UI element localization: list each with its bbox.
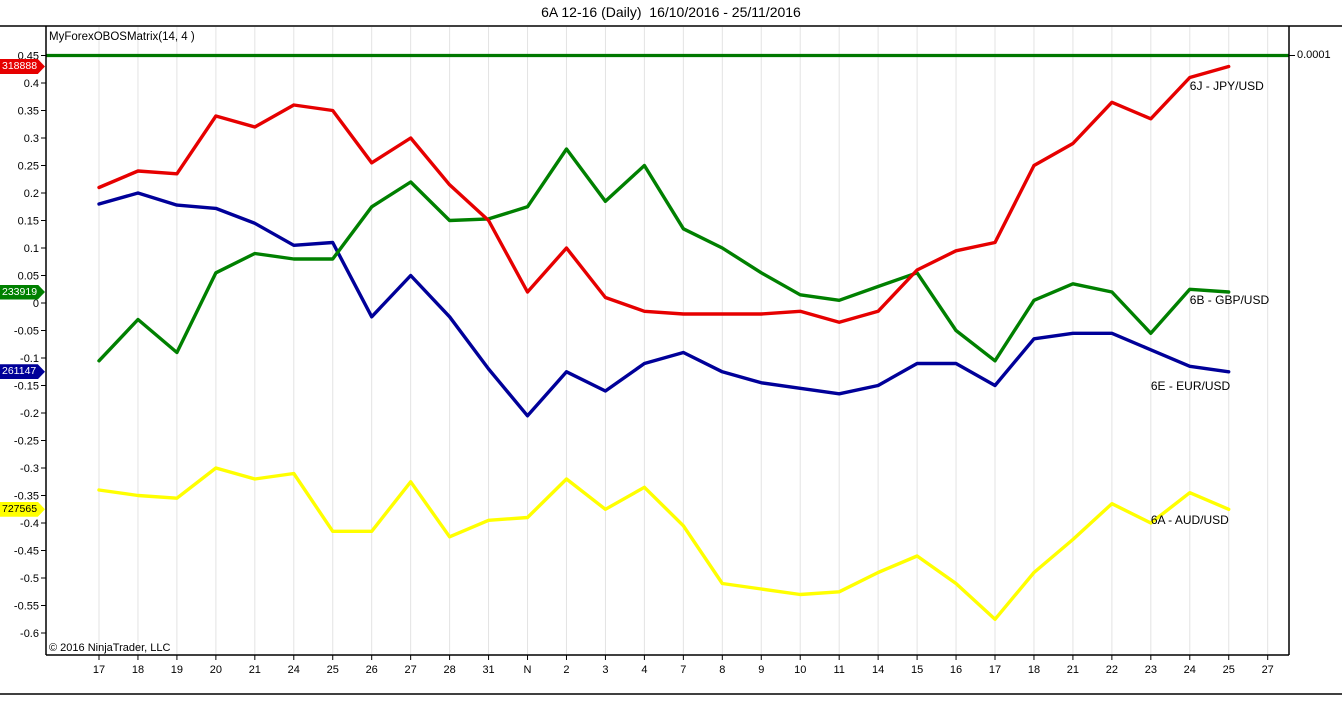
x-axis-tick-label: 18: [132, 664, 144, 676]
x-axis-tick-label: 10: [794, 664, 806, 676]
y-axis-tick-label: 0.3: [24, 133, 39, 145]
y-axis-tick-label: -0.2: [20, 408, 39, 420]
x-axis-tick-label: 25: [1223, 664, 1235, 676]
y-axis-tick-label: -0.1: [20, 353, 39, 365]
y-axis-tick-label: -0.25: [14, 436, 39, 448]
x-axis-tick-label: 24: [288, 664, 300, 676]
y-axis-tick-label: -0.15: [14, 381, 39, 393]
x-axis-tick-label: 22: [1106, 664, 1118, 676]
copyright-label: © 2016 NinjaTrader, LLC: [49, 642, 171, 654]
price-marker-6a: 727565: [0, 501, 45, 517]
x-axis-tick-label: 20: [210, 664, 222, 676]
plot-surface[interactable]: [46, 26, 1289, 655]
x-axis-tick-label: 24: [1184, 664, 1196, 676]
series-line-6e: [97, 191, 1231, 418]
chart-title: 6A 12-16 (Daily) 16/10/2016 - 25/11/2016: [541, 4, 801, 20]
price-axis-right[interactable]: [1289, 26, 1342, 655]
price-marker-6e: 261147: [0, 364, 45, 380]
price-axis-left[interactable]: [0, 26, 46, 655]
y-axis-tick-label: -0.6: [20, 628, 39, 640]
x-axis-tick-label: 25: [327, 664, 339, 676]
y-axis-tick-label: -0.4: [20, 518, 39, 530]
y-axis-tick-label: -0.55: [14, 601, 39, 613]
series-label-6b: 6B - GBP/USD: [1189, 293, 1270, 308]
y-axis-tick-label: -0.35: [14, 491, 39, 503]
x-axis-tick-label: 4: [641, 664, 647, 676]
x-axis-tick-label: 7: [680, 664, 686, 676]
x-axis-tick-label: 26: [366, 664, 378, 676]
x-axis-tick-label: 23: [1145, 664, 1157, 676]
right-axis-top-label: 0.0001: [1297, 48, 1331, 61]
x-axis-tick-label: 17: [989, 664, 1001, 676]
x-axis-tick-label: 21: [249, 664, 261, 676]
y-axis-tick-label: 0.05: [18, 271, 39, 283]
x-axis-tick-label: 27: [1262, 664, 1274, 676]
x-axis-tick-label: 14: [872, 664, 884, 676]
x-axis-tick-label: N: [524, 664, 532, 676]
x-axis-tick-label: 18: [1028, 664, 1040, 676]
x-axis-tick-label: 28: [443, 664, 455, 676]
y-axis-tick-label: -0.5: [20, 573, 39, 585]
x-axis-tick-label: 27: [405, 664, 417, 676]
x-axis-tick-label: 8: [719, 664, 725, 676]
price-marker-6j: 318888: [0, 59, 45, 74]
x-axis-tick-label: 15: [911, 664, 923, 676]
time-axis[interactable]: [46, 655, 1289, 694]
x-axis-tick-label: 9: [758, 664, 764, 676]
y-axis-tick-label: 0.2: [24, 188, 39, 200]
y-axis-tick-label: 0.1: [24, 243, 39, 255]
series-label-6a: 6A - AUD/USD: [1150, 512, 1229, 527]
series-line-6a: [97, 466, 1231, 621]
y-axis-tick-label: 0.15: [18, 216, 39, 228]
y-axis-tick-label: -0.05: [14, 326, 39, 338]
y-axis-tick-label: 0: [33, 298, 39, 310]
y-axis-tick-label: 0.25: [18, 161, 39, 173]
series-line-6b: [97, 147, 1231, 363]
x-axis-tick-label: 21: [1067, 664, 1079, 676]
x-axis-tick-label: 19: [171, 664, 183, 676]
x-axis-tick-label: 17: [93, 664, 105, 676]
y-axis-tick-label: -0.45: [14, 546, 39, 558]
x-axis-tick-label: 16: [950, 664, 962, 676]
y-axis-tick-label: 0.35: [18, 106, 39, 118]
y-axis-tick-label: -0.3: [20, 463, 39, 475]
series-label-6e: 6E - EUR/USD: [1150, 379, 1231, 394]
series-line-6j: [97, 64, 1231, 324]
series-label-6j: 6J - JPY/USD: [1189, 79, 1264, 94]
y-axis-tick-label: 0.4: [24, 78, 39, 90]
indicator-label: MyForexOBOSMatrix(14, 4 ): [49, 31, 195, 43]
price-marker-6b: 233919: [0, 284, 45, 300]
x-axis-tick-label: 11: [833, 664, 844, 676]
x-axis-tick-label: 2: [563, 664, 569, 676]
x-axis-tick-label: 31: [482, 664, 494, 676]
x-axis-tick-label: 3: [602, 664, 608, 676]
